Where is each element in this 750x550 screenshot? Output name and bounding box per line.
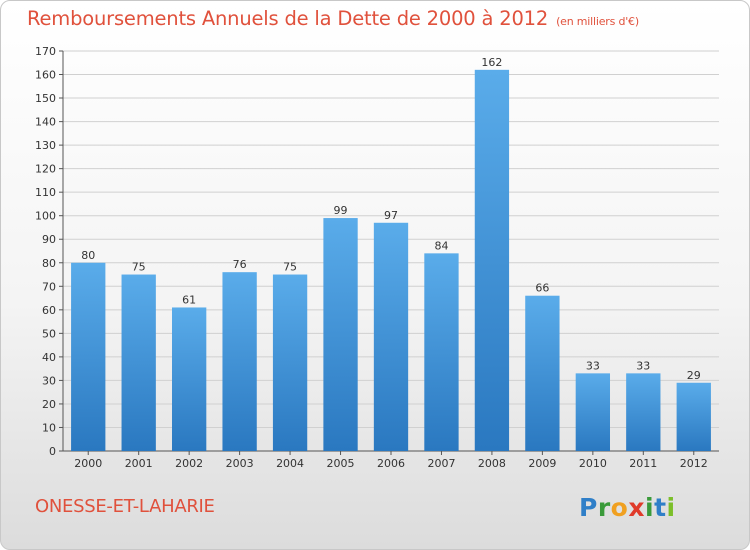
brand-letter: P bbox=[579, 493, 598, 522]
brand-letter: x bbox=[628, 493, 645, 522]
x-tick-label: 2000 bbox=[74, 457, 102, 470]
x-tick-label: 2001 bbox=[125, 457, 153, 470]
bar-value-label: 97 bbox=[384, 209, 398, 222]
bar bbox=[676, 382, 711, 451]
chart-title-text: Remboursements Annuels de la Dette de 20… bbox=[27, 7, 549, 30]
x-tick-label: 2006 bbox=[377, 457, 405, 470]
y-tick-label: 170 bbox=[35, 45, 56, 58]
y-tick-label: 140 bbox=[35, 116, 56, 129]
x-tick-label: 2007 bbox=[427, 457, 455, 470]
brand-logo: Proxiti bbox=[579, 493, 676, 522]
bar bbox=[121, 274, 156, 451]
brand-letter: r bbox=[597, 493, 611, 522]
bar-value-label: 75 bbox=[283, 261, 297, 274]
bar bbox=[171, 307, 207, 451]
x-tick-label: 2011 bbox=[629, 457, 657, 470]
x-tick-label: 2009 bbox=[528, 457, 556, 470]
y-tick-label: 50 bbox=[42, 327, 56, 340]
y-tick-label: 60 bbox=[42, 304, 56, 317]
y-tick-label: 70 bbox=[42, 280, 56, 293]
bar bbox=[222, 272, 257, 451]
x-tick-label: 2008 bbox=[478, 457, 506, 470]
bar bbox=[71, 262, 106, 451]
bar bbox=[272, 274, 308, 451]
x-tick-label: 2005 bbox=[327, 457, 355, 470]
bar-value-label: 76 bbox=[233, 258, 247, 271]
bar-value-label: 75 bbox=[132, 261, 146, 274]
x-tick-label: 2003 bbox=[226, 457, 254, 470]
bar bbox=[424, 253, 459, 451]
y-tick-label: 130 bbox=[35, 139, 56, 152]
y-tick-label: 120 bbox=[35, 163, 56, 176]
bar-value-label: 33 bbox=[636, 359, 650, 372]
unit-note: (en milliers d'€) bbox=[556, 15, 639, 28]
y-tick-label: 110 bbox=[35, 186, 56, 199]
bar bbox=[373, 222, 409, 451]
brand-letter: t bbox=[654, 493, 667, 522]
bar-value-label: 33 bbox=[586, 359, 600, 372]
y-tick-label: 40 bbox=[42, 351, 56, 364]
y-tick-label: 160 bbox=[35, 69, 56, 82]
bar bbox=[323, 218, 358, 451]
y-tick-label: 80 bbox=[42, 257, 56, 270]
bar-value-label: 61 bbox=[182, 293, 196, 306]
y-tick-label: 20 bbox=[42, 398, 56, 411]
y-tick-label: 90 bbox=[42, 233, 56, 246]
y-tick-label: 150 bbox=[35, 92, 56, 105]
bar bbox=[525, 295, 560, 451]
x-tick-label: 2004 bbox=[276, 457, 304, 470]
bar-value-label: 84 bbox=[434, 239, 448, 252]
x-tick-label: 2002 bbox=[175, 457, 203, 470]
bar bbox=[626, 373, 661, 451]
x-tick-label: 2010 bbox=[579, 457, 607, 470]
chart-title: Remboursements Annuels de la Dette de 20… bbox=[27, 7, 639, 30]
y-tick-label: 100 bbox=[35, 210, 56, 223]
bar-value-label: 99 bbox=[334, 204, 348, 217]
x-tick-label: 2012 bbox=[680, 457, 708, 470]
bar-value-label: 66 bbox=[535, 282, 549, 295]
brand-letter: o bbox=[610, 493, 629, 522]
brand-letter: i bbox=[666, 493, 676, 522]
y-tick-label: 0 bbox=[49, 445, 56, 458]
bar bbox=[474, 69, 510, 451]
bar bbox=[575, 373, 611, 451]
bar-value-label: 162 bbox=[481, 56, 502, 69]
brand-letter: i bbox=[645, 493, 655, 522]
bar-value-label: 29 bbox=[687, 369, 701, 382]
y-tick-label: 30 bbox=[42, 374, 56, 387]
place-name: ONESSE-ET-LAHARIE bbox=[35, 496, 215, 517]
bar-value-label: 80 bbox=[81, 249, 95, 262]
y-tick-label: 10 bbox=[42, 421, 56, 434]
